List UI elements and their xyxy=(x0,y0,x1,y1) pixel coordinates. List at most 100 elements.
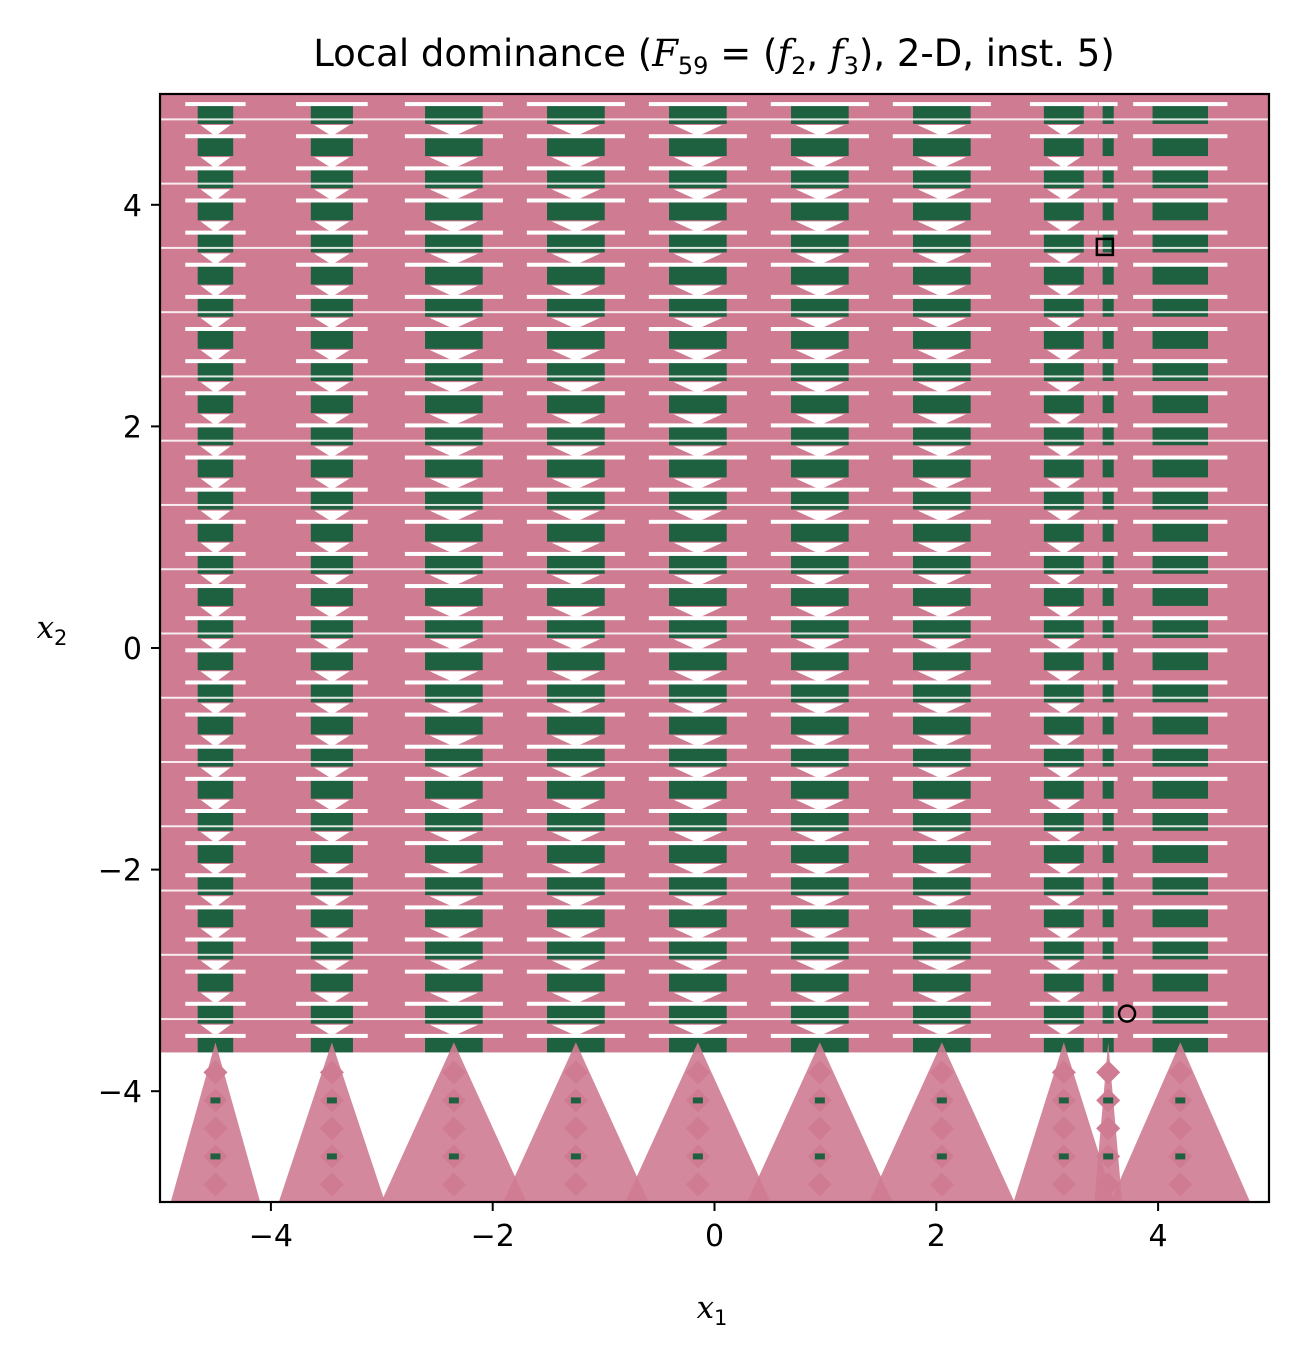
basin-block xyxy=(791,587,849,606)
basin-block xyxy=(1043,105,1084,124)
pink-diamond xyxy=(1178,1200,1182,1202)
basin-block xyxy=(791,651,849,671)
white-notch xyxy=(314,1024,350,1036)
white-stripe xyxy=(892,937,991,942)
x-tick-label: 0 xyxy=(705,1219,724,1254)
basin-block xyxy=(197,330,234,349)
white-stripe xyxy=(1029,808,1098,813)
basin-block xyxy=(425,1004,483,1024)
basin-block xyxy=(1102,1004,1114,1024)
white-notch xyxy=(917,382,967,394)
white-notch xyxy=(200,703,231,715)
basin-fleck xyxy=(1103,1209,1113,1215)
white-stripe xyxy=(526,616,625,621)
basin-block xyxy=(1043,554,1084,574)
white-stripe xyxy=(770,776,869,781)
basin-block xyxy=(197,522,234,542)
white-notch xyxy=(673,671,723,683)
marker-layer xyxy=(1095,237,1137,1023)
white-notch xyxy=(795,960,845,972)
pink-diamond xyxy=(1168,1172,1193,1197)
basin-block xyxy=(425,297,483,317)
x-axis-ticks: −4 −2 0 2 4 xyxy=(249,1202,1168,1254)
basin-block xyxy=(1152,811,1209,831)
white-stripe xyxy=(1029,776,1098,781)
basin-fleck xyxy=(449,1209,459,1215)
basin-block xyxy=(1043,651,1084,671)
white-stripe xyxy=(296,712,368,717)
white-notch xyxy=(551,703,601,715)
white-stripe xyxy=(1098,1001,1118,1006)
white-notch xyxy=(314,125,350,137)
basin-block xyxy=(1043,169,1084,189)
basin-block xyxy=(425,137,483,157)
basin-block xyxy=(197,683,234,703)
white-stripe xyxy=(404,937,503,942)
white-stripe xyxy=(892,487,991,492)
white-notch xyxy=(795,831,845,844)
white-stripe xyxy=(185,391,246,396)
white-stripe xyxy=(526,487,625,492)
white-notch xyxy=(200,574,231,586)
white-notch xyxy=(795,671,845,683)
basin-block xyxy=(913,137,971,157)
white-notch xyxy=(551,542,601,554)
basin-block xyxy=(669,683,727,703)
white-notch xyxy=(551,317,601,329)
white-notch xyxy=(917,446,967,458)
basin-block xyxy=(547,811,605,831)
basin-block xyxy=(669,844,727,863)
white-notch xyxy=(314,510,350,522)
basin-block xyxy=(791,105,849,124)
basin-block xyxy=(791,1004,849,1024)
white-stripe xyxy=(296,262,368,267)
pink-diamond xyxy=(929,1116,954,1141)
white-notch xyxy=(795,221,845,233)
white-stripe xyxy=(185,873,246,878)
basin-block xyxy=(1102,747,1114,767)
white-notch xyxy=(551,799,601,811)
white-notch xyxy=(673,703,723,715)
basin-block xyxy=(669,651,727,671)
basin-block xyxy=(669,137,727,157)
white-stripe xyxy=(296,905,368,910)
white-stripe xyxy=(1029,487,1098,492)
white-stripe xyxy=(296,584,368,589)
white-notch xyxy=(917,221,967,233)
basin-block xyxy=(913,458,971,478)
basin-block xyxy=(197,972,234,992)
basin-block xyxy=(791,715,849,735)
basin-block xyxy=(1043,683,1084,703)
white-stripe xyxy=(526,230,625,235)
basin-block xyxy=(1043,330,1084,349)
white-notch xyxy=(917,992,967,1004)
pink-diamond xyxy=(1096,1172,1121,1197)
basin-block xyxy=(791,201,849,221)
white-stripe xyxy=(185,519,246,524)
white-stripe xyxy=(892,680,991,685)
white-stripe xyxy=(185,648,246,653)
basin-block xyxy=(669,908,727,928)
basin-block xyxy=(1152,201,1209,221)
white-stripe xyxy=(404,166,503,171)
basin-block xyxy=(425,394,483,414)
white-stripe xyxy=(1133,905,1228,910)
chart-title: Local dominance (F59 = (f2, f3), 2-D, in… xyxy=(313,32,1115,80)
white-notch xyxy=(795,382,845,394)
pink-diamond xyxy=(441,1172,466,1197)
basin-block xyxy=(1043,715,1084,735)
white-notch xyxy=(1047,767,1081,779)
white-notch xyxy=(429,735,479,747)
basin-block xyxy=(1102,201,1114,221)
white-stripe xyxy=(648,327,747,332)
white-stripe xyxy=(526,262,625,267)
white-stripe xyxy=(770,134,869,139)
white-notch xyxy=(795,157,845,169)
white-stripe xyxy=(404,744,503,749)
white-stripe xyxy=(1029,744,1098,749)
white-notch xyxy=(1047,157,1081,169)
white-stripe xyxy=(648,455,747,460)
white-stripe xyxy=(526,102,625,107)
pink-diamond xyxy=(818,1200,822,1202)
white-notch xyxy=(314,478,350,490)
